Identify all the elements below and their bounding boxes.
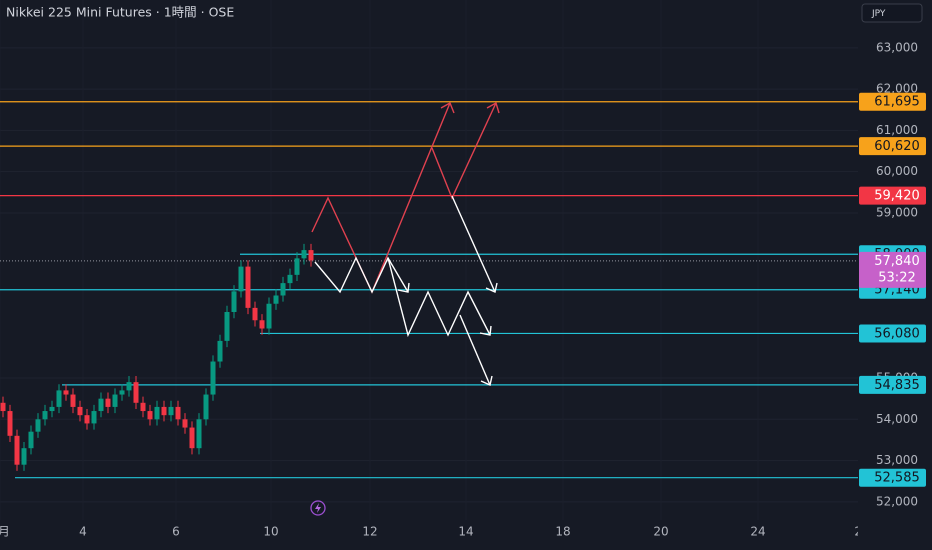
candle-body — [308, 250, 314, 261]
candle-body — [119, 390, 125, 395]
candle-body — [105, 398, 111, 407]
x-tick-label: 4 — [79, 525, 87, 539]
candle-body — [42, 411, 48, 420]
y-tick-label: 63,000 — [876, 40, 918, 54]
candle-body — [70, 394, 76, 407]
candle-body — [266, 303, 272, 329]
candle-body — [98, 398, 104, 412]
candle-body — [21, 448, 27, 465]
arrow-head — [440, 102, 455, 114]
candle-body — [231, 291, 237, 312]
candle-body — [0, 402, 6, 412]
arrow-head — [485, 282, 498, 293]
candle-body — [217, 340, 223, 362]
y-tick-label: 53,000 — [876, 453, 918, 467]
candle-body — [133, 382, 139, 403]
level-tag — [859, 186, 926, 205]
candle-body — [84, 415, 90, 424]
level-tag — [859, 375, 926, 394]
candle-body — [112, 394, 118, 407]
y-tick-label: 54,000 — [876, 412, 918, 426]
x-tick-label: 14 — [458, 525, 473, 539]
candle-body — [280, 283, 286, 296]
price-axis: 52,00053,00054,00055,00059,00060,00061,0… — [859, 40, 926, 508]
candle-body — [189, 427, 195, 449]
candle-body — [287, 274, 293, 284]
candle-body — [56, 390, 62, 407]
level-tag — [859, 468, 926, 487]
event-icon-bolt — [315, 503, 321, 513]
x-tick-label: 3月 — [0, 525, 10, 539]
y-tick-label: 62,000 — [876, 82, 918, 96]
event-icon[interactable] — [310, 500, 326, 516]
last-price-tag — [859, 251, 926, 288]
y-tick-label: 59,000 — [876, 205, 918, 219]
candle-body — [259, 320, 265, 329]
candle-body — [245, 266, 251, 308]
candle-body — [126, 382, 132, 391]
candle-body — [238, 266, 244, 292]
last-price-label: 57,840 — [874, 254, 920, 269]
arrow-head — [397, 282, 410, 293]
candle-body — [35, 419, 41, 432]
level-tag — [859, 324, 926, 343]
level-tag — [859, 137, 926, 156]
x-tick-label: 6 — [172, 525, 180, 539]
red-path — [311, 102, 451, 294]
level-label: 56,080 — [874, 326, 920, 341]
candle-body — [224, 312, 230, 341]
candle-body — [140, 402, 146, 412]
candle-body — [147, 411, 153, 420]
candle-body — [14, 435, 20, 465]
candle-body — [175, 406, 181, 420]
candle-body — [154, 406, 160, 420]
y-tick-label: 52,000 — [876, 494, 918, 508]
y-tick-label: 61,000 — [876, 123, 918, 137]
arrow-head — [480, 375, 493, 386]
candle-body — [301, 250, 307, 259]
level-label: 61,695 — [874, 95, 920, 110]
candle-body — [252, 307, 258, 321]
level-tag — [859, 92, 926, 111]
white-path — [459, 314, 491, 386]
candle-body — [77, 406, 83, 416]
x-tick-label: 10 — [263, 525, 278, 539]
candle-body — [196, 419, 202, 449]
candle-body — [63, 390, 69, 395]
candle-body — [273, 295, 279, 304]
candle-body — [210, 361, 216, 395]
candle-body — [203, 394, 209, 420]
candle-body — [28, 431, 34, 449]
chart-title: Nikkei 225 Mini Futures · 1時間 · OSE — [6, 5, 234, 20]
red-path — [431, 102, 497, 200]
y-tick-label: 60,000 — [876, 164, 918, 178]
candle-body — [182, 419, 188, 428]
x-tick-label: 20 — [653, 525, 668, 539]
level-label: 59,420 — [874, 189, 920, 204]
white-path — [314, 256, 409, 294]
candle-body — [7, 411, 13, 436]
x-tick-label: 24 — [750, 525, 765, 539]
x-tick-label: 18 — [555, 525, 570, 539]
plot-area: 3月4610121418202426 — [0, 47, 870, 539]
candle-body — [161, 406, 167, 416]
arrow-head — [486, 101, 500, 114]
drawings — [311, 101, 500, 386]
currency: JPY — [871, 9, 886, 19]
level-label: 52,585 — [874, 471, 920, 486]
x-tick-label: 12 — [362, 525, 377, 539]
level-label: 54,835 — [874, 378, 920, 393]
candle-body — [168, 406, 174, 416]
white-path — [451, 195, 496, 293]
white-path — [387, 257, 491, 338]
level-label: 60,620 — [874, 139, 920, 154]
candle-body — [91, 411, 97, 424]
candle-body — [294, 258, 300, 275]
currency-box[interactable] — [861, 3, 923, 23]
candle-body — [49, 406, 55, 412]
countdown: 53:22 — [878, 270, 915, 285]
arrow-head — [479, 325, 492, 336]
